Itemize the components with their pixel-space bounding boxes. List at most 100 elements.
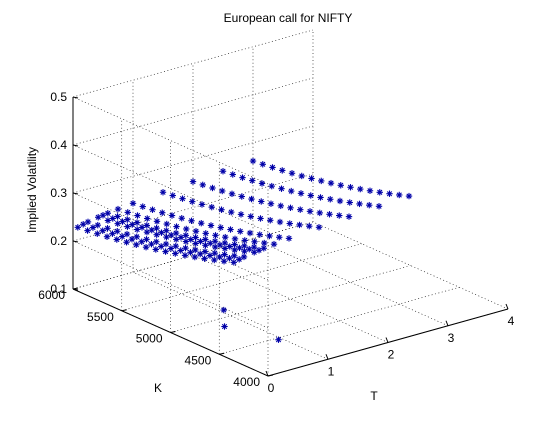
z-tick-mark bbox=[72, 288, 79, 291]
data-marker bbox=[316, 209, 323, 217]
data-marker bbox=[276, 234, 283, 241]
data-marker bbox=[134, 226, 141, 233]
data-marker bbox=[124, 209, 131, 216]
grid-line bbox=[312, 221, 509, 310]
data-marker bbox=[119, 218, 126, 225]
y-axis-label: K bbox=[154, 381, 162, 395]
data-marker bbox=[236, 244, 243, 252]
data-marker bbox=[172, 250, 179, 257]
grid-line bbox=[121, 243, 362, 312]
data-marker bbox=[296, 221, 303, 229]
data-marker bbox=[251, 238, 258, 245]
data-marker bbox=[104, 210, 111, 217]
x-tick-label: 0 bbox=[268, 381, 275, 395]
data-marker bbox=[133, 233, 140, 240]
data-marker bbox=[266, 232, 273, 240]
data-marker bbox=[221, 323, 228, 330]
data-marker bbox=[286, 220, 293, 227]
data-marker bbox=[199, 181, 206, 189]
y-tick-mark bbox=[170, 331, 176, 333]
data-marker bbox=[152, 246, 159, 253]
data-marker bbox=[129, 200, 137, 207]
data-marker bbox=[143, 236, 150, 243]
data-marker bbox=[246, 245, 253, 253]
data-marker bbox=[94, 230, 101, 237]
data-marker bbox=[257, 215, 264, 222]
data-marker bbox=[109, 230, 116, 237]
grid-line bbox=[170, 265, 411, 333]
data-marker bbox=[104, 225, 111, 232]
data-marker bbox=[326, 211, 333, 218]
grid-line bbox=[72, 240, 269, 329]
data-markers bbox=[74, 157, 413, 343]
data-marker bbox=[202, 236, 209, 243]
data-marker bbox=[207, 240, 214, 247]
data-marker bbox=[177, 247, 184, 254]
data-marker bbox=[162, 240, 170, 248]
data-marker bbox=[133, 241, 140, 248]
data-marker bbox=[134, 212, 141, 219]
data-marker bbox=[114, 228, 121, 235]
data-marker bbox=[221, 239, 228, 247]
data-marker bbox=[153, 224, 160, 232]
y-tick-label: 4500 bbox=[185, 353, 212, 367]
data-marker bbox=[216, 253, 223, 261]
z-tick-label: 0.4 bbox=[50, 138, 67, 152]
data-marker bbox=[346, 199, 353, 206]
data-marker bbox=[104, 217, 112, 224]
data-marker bbox=[227, 226, 234, 233]
grid-line bbox=[132, 271, 329, 360]
data-marker bbox=[192, 234, 199, 241]
data-marker bbox=[158, 229, 165, 236]
grid-line bbox=[72, 144, 269, 233]
data-marker bbox=[188, 217, 195, 224]
data-marker bbox=[376, 189, 383, 196]
data-marker bbox=[192, 228, 200, 235]
data-marker bbox=[287, 204, 294, 212]
data-marker bbox=[308, 175, 315, 182]
data-marker bbox=[80, 221, 87, 228]
data-marker bbox=[187, 249, 194, 256]
data-marker bbox=[192, 246, 199, 254]
y-tick-label: 5000 bbox=[136, 332, 163, 346]
data-marker bbox=[231, 246, 238, 254]
data-marker bbox=[337, 182, 344, 189]
data-marker bbox=[256, 231, 263, 238]
data-marker bbox=[153, 218, 161, 225]
y-tick-mark bbox=[121, 309, 127, 312]
data-marker bbox=[221, 251, 228, 258]
data-marker bbox=[212, 243, 219, 251]
data-marker bbox=[178, 215, 185, 222]
data-marker bbox=[236, 256, 243, 263]
data-marker bbox=[163, 233, 170, 241]
data-marker bbox=[238, 193, 245, 200]
data-marker bbox=[114, 213, 121, 220]
data-marker bbox=[306, 222, 313, 230]
data-marker bbox=[173, 236, 180, 243]
grid-line bbox=[72, 96, 269, 185]
data-marker bbox=[158, 243, 165, 250]
z-tick-label: 0.2 bbox=[50, 234, 67, 248]
data-marker bbox=[247, 213, 254, 220]
data-marker bbox=[220, 306, 227, 314]
data-marker bbox=[279, 167, 286, 174]
z-tick-label: 0.5 bbox=[50, 90, 67, 104]
data-marker bbox=[138, 238, 145, 245]
data-marker bbox=[231, 235, 239, 243]
data-marker bbox=[99, 227, 106, 234]
data-marker bbox=[159, 189, 167, 196]
data-marker bbox=[218, 206, 225, 213]
data-marker bbox=[336, 212, 343, 219]
data-marker bbox=[208, 203, 215, 211]
data-marker bbox=[228, 208, 235, 216]
data-marker bbox=[153, 231, 160, 238]
x-tick-label: 1 bbox=[328, 364, 335, 378]
grid-layer bbox=[72, 29, 509, 377]
data-marker bbox=[128, 235, 136, 243]
data-marker bbox=[206, 252, 214, 259]
data-marker bbox=[182, 238, 190, 245]
data-marker bbox=[246, 229, 254, 237]
x-tick-mark bbox=[265, 370, 269, 377]
data-marker bbox=[239, 174, 246, 181]
